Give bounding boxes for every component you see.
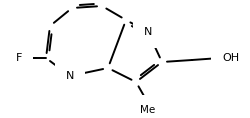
Text: OH: OH xyxy=(222,53,239,63)
Text: Me: Me xyxy=(140,105,156,115)
Text: N: N xyxy=(66,71,74,81)
Text: N: N xyxy=(144,27,152,37)
Text: F: F xyxy=(16,53,22,63)
